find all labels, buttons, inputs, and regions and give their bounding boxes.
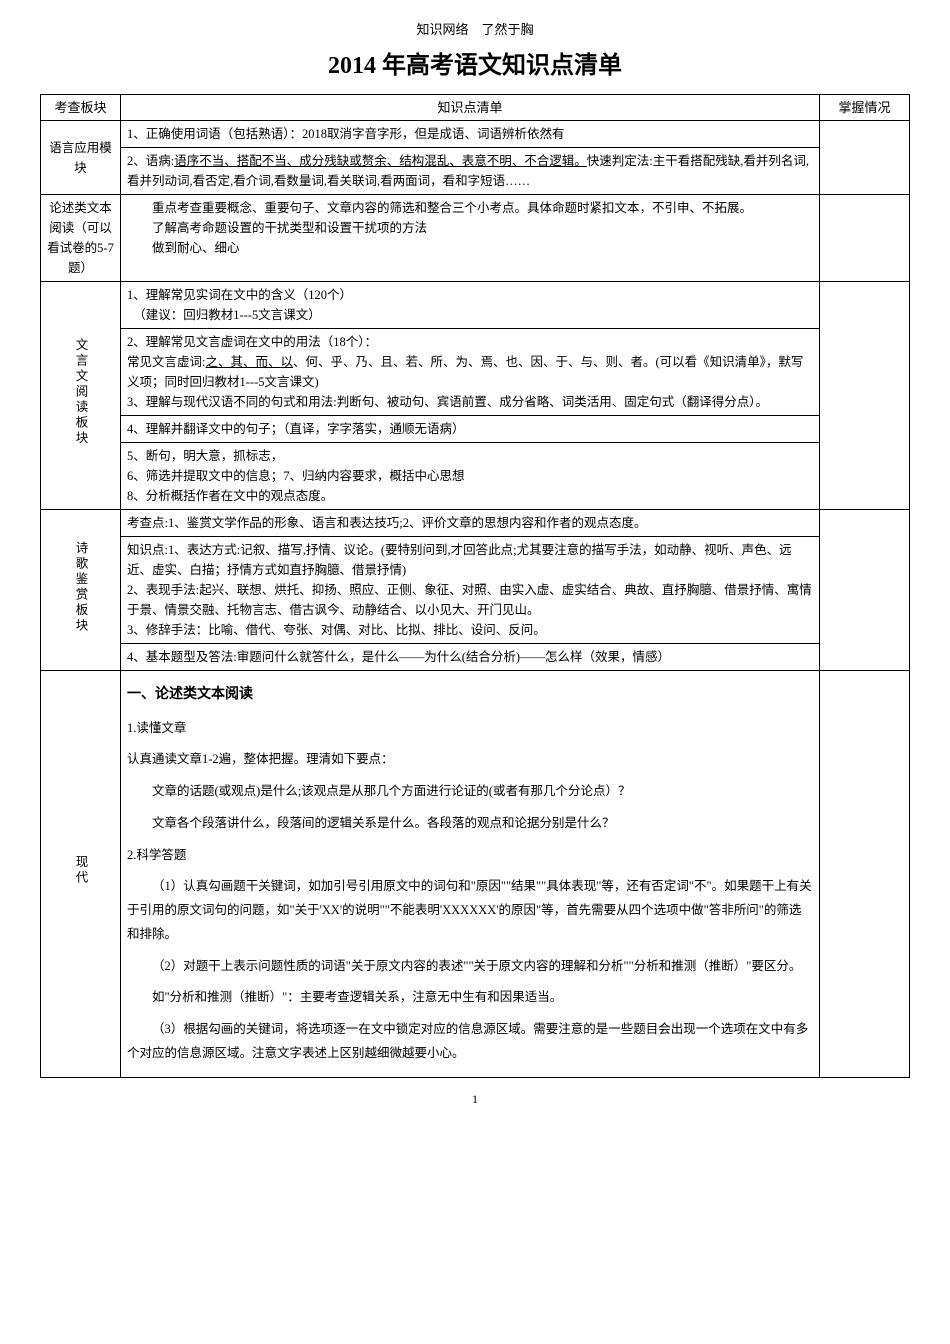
- classical-c4: 5、断句，明大意，抓标志， 6、筛选并提取文中的信息；7、归纳内容要求，概括中心…: [121, 443, 820, 510]
- module-poetry: 诗歌鉴赏板块: [41, 510, 121, 671]
- status-cell: [820, 510, 910, 671]
- essay-line3: 做到耐心、细心: [127, 238, 813, 258]
- c2b-underline: 之、其、而、以: [205, 355, 293, 369]
- lang-use-p2: 2、语病:语序不当、搭配不当、成分残缺或赘余、结构混乱、表意不明、不合逻辑。快速…: [121, 148, 820, 195]
- classical-label: 文言文阅读板块: [71, 338, 91, 447]
- classical-c2a: 2、理解常见文言虚词在文中的用法（18个）：: [127, 332, 813, 352]
- module-essay: 论述类文本阅读（可以看试卷的5-7题）: [41, 195, 121, 282]
- poetry-p2c: 3、修辞手法：比喻、借代、夸张、对偶、对比、比拟、排比、设问、反问。: [127, 620, 813, 640]
- modern-s1-title: 1.读懂文章: [127, 717, 813, 741]
- col-status-header: 掌握情况: [820, 94, 910, 121]
- status-cell: [820, 195, 910, 282]
- module-language-use: 语言应用模块: [41, 121, 121, 195]
- main-table: 考查板块 知识点清单 掌握情况 语言应用模块 1、正确使用词语（包括熟语）：20…: [40, 94, 910, 1078]
- module-modern: 现代: [41, 671, 121, 1078]
- lang-p2-underline: 语序不当、搭配不当、成分残缺或赘余、结构混乱、表意不明、不合逻辑。: [174, 154, 587, 168]
- essay-line2: 了解高考命题设置的干扰类型和设置干扰项的方法: [127, 218, 813, 238]
- modern-s2-p3: 如"分析和推测（推断）"：主要考查逻辑关系，注意无中生有和因果适当。: [127, 986, 813, 1010]
- lang-p2-prefix: 2、语病:: [127, 154, 174, 168]
- header-note: 知识网络 了然于胸: [40, 20, 910, 40]
- essay-content: 重点考查重要概念、重要句子、文章内容的筛选和整合三个小考点。具体命题时紧扣文本，…: [121, 195, 820, 282]
- page-title: 2014 年高考语文知识点清单: [40, 48, 910, 84]
- modern-s2-p2: （2）对题干上表示问题性质的词语"关于原文内容的表述""关于原文内容的理解和分析…: [127, 955, 813, 979]
- poetry-p2a: 知识点:1、表达方式:记叙、描写,抒情、议论。(要特别问到,才回答此点;尤其要注…: [127, 540, 813, 580]
- classical-c2c: 3、理解与现代汉语不同的句式和用法:判断句、被动句、宾语前置、成分省略、词类活用…: [127, 392, 813, 412]
- classical-c3: 4、理解并翻译文中的句子；（直译，字字落实，通顺无语病）: [121, 416, 820, 443]
- modern-s1-p2: 文章的话题(或观点)是什么;该观点是从那几个方面进行论证的(或者有那几个分论点）…: [127, 780, 813, 804]
- page-number: 1: [40, 1090, 910, 1108]
- module-classical: 文言文阅读板块: [41, 282, 121, 510]
- modern-content: 一、论述类文本阅读 1.读懂文章 认真通读文章1-2遍，整体把握。理清如下要点：…: [121, 671, 820, 1078]
- modern-h1: 一、论述类文本阅读: [127, 682, 813, 709]
- status-cell: [820, 671, 910, 1078]
- c2b-prefix: 常见文言虚词:: [127, 355, 205, 369]
- modern-label: 现代: [71, 855, 91, 886]
- poetry-p2: 知识点:1、表达方式:记叙、描写,抒情、议论。(要特别问到,才回答此点;尤其要注…: [121, 537, 820, 644]
- modern-s1-p3: 文章各个段落讲什么，段落间的逻辑关系是什么。各段落的观点和论据分别是什么？: [127, 812, 813, 836]
- status-cell: [820, 121, 910, 195]
- modern-s2-title: 2.科学答题: [127, 844, 813, 868]
- lang-use-p1: 1、正确使用词语（包括熟语）：2018取消字音字形，但是成语、词语辨析依然有: [121, 121, 820, 148]
- col-points-header: 知识点清单: [121, 94, 820, 121]
- essay-line1: 重点考查重要概念、重要句子、文章内容的筛选和整合三个小考点。具体命题时紧扣文本，…: [127, 198, 813, 218]
- modern-s2-p4: （3）根据勾画的关键词，将选项逐一在文中锁定对应的信息源区域。需要注意的是一些题…: [127, 1018, 813, 1066]
- poetry-p1: 考查点:1、鉴赏文学作品的形象、语言和表达技巧;2、评价文章的思想内容和作者的观…: [121, 510, 820, 537]
- modern-s2-p1: （1）认真勾画题干关键词，如加引号引用原文中的词句和"原因""结果""具体表现"…: [127, 875, 813, 946]
- poetry-p3: 4、基本题型及答法:审题问什么就答什么，是什么——为什么(结合分析)——怎么样（…: [121, 644, 820, 671]
- classical-c1: 1、理解常见实词在文中的含义（120个） （建议：回归教材1---5文言课文）: [121, 282, 820, 329]
- poetry-label: 诗歌鉴赏板块: [71, 541, 91, 634]
- status-cell: [820, 282, 910, 510]
- modern-s1-p1: 认真通读文章1-2遍，整体把握。理清如下要点：: [127, 748, 813, 772]
- poetry-p2b: 2、表现手法:起兴、联想、烘托、抑扬、照应、正侧、象征、对照、由实入虚、虚实结合…: [127, 580, 813, 620]
- col-module-header: 考查板块: [41, 94, 121, 121]
- classical-c2: 2、理解常见文言虚词在文中的用法（18个）： 常见文言虚词:之、其、而、以、何、…: [121, 329, 820, 416]
- classical-c2b: 常见文言虚词:之、其、而、以、何、乎、乃、且、若、所、为、焉、也、因、于、与、则…: [127, 352, 813, 392]
